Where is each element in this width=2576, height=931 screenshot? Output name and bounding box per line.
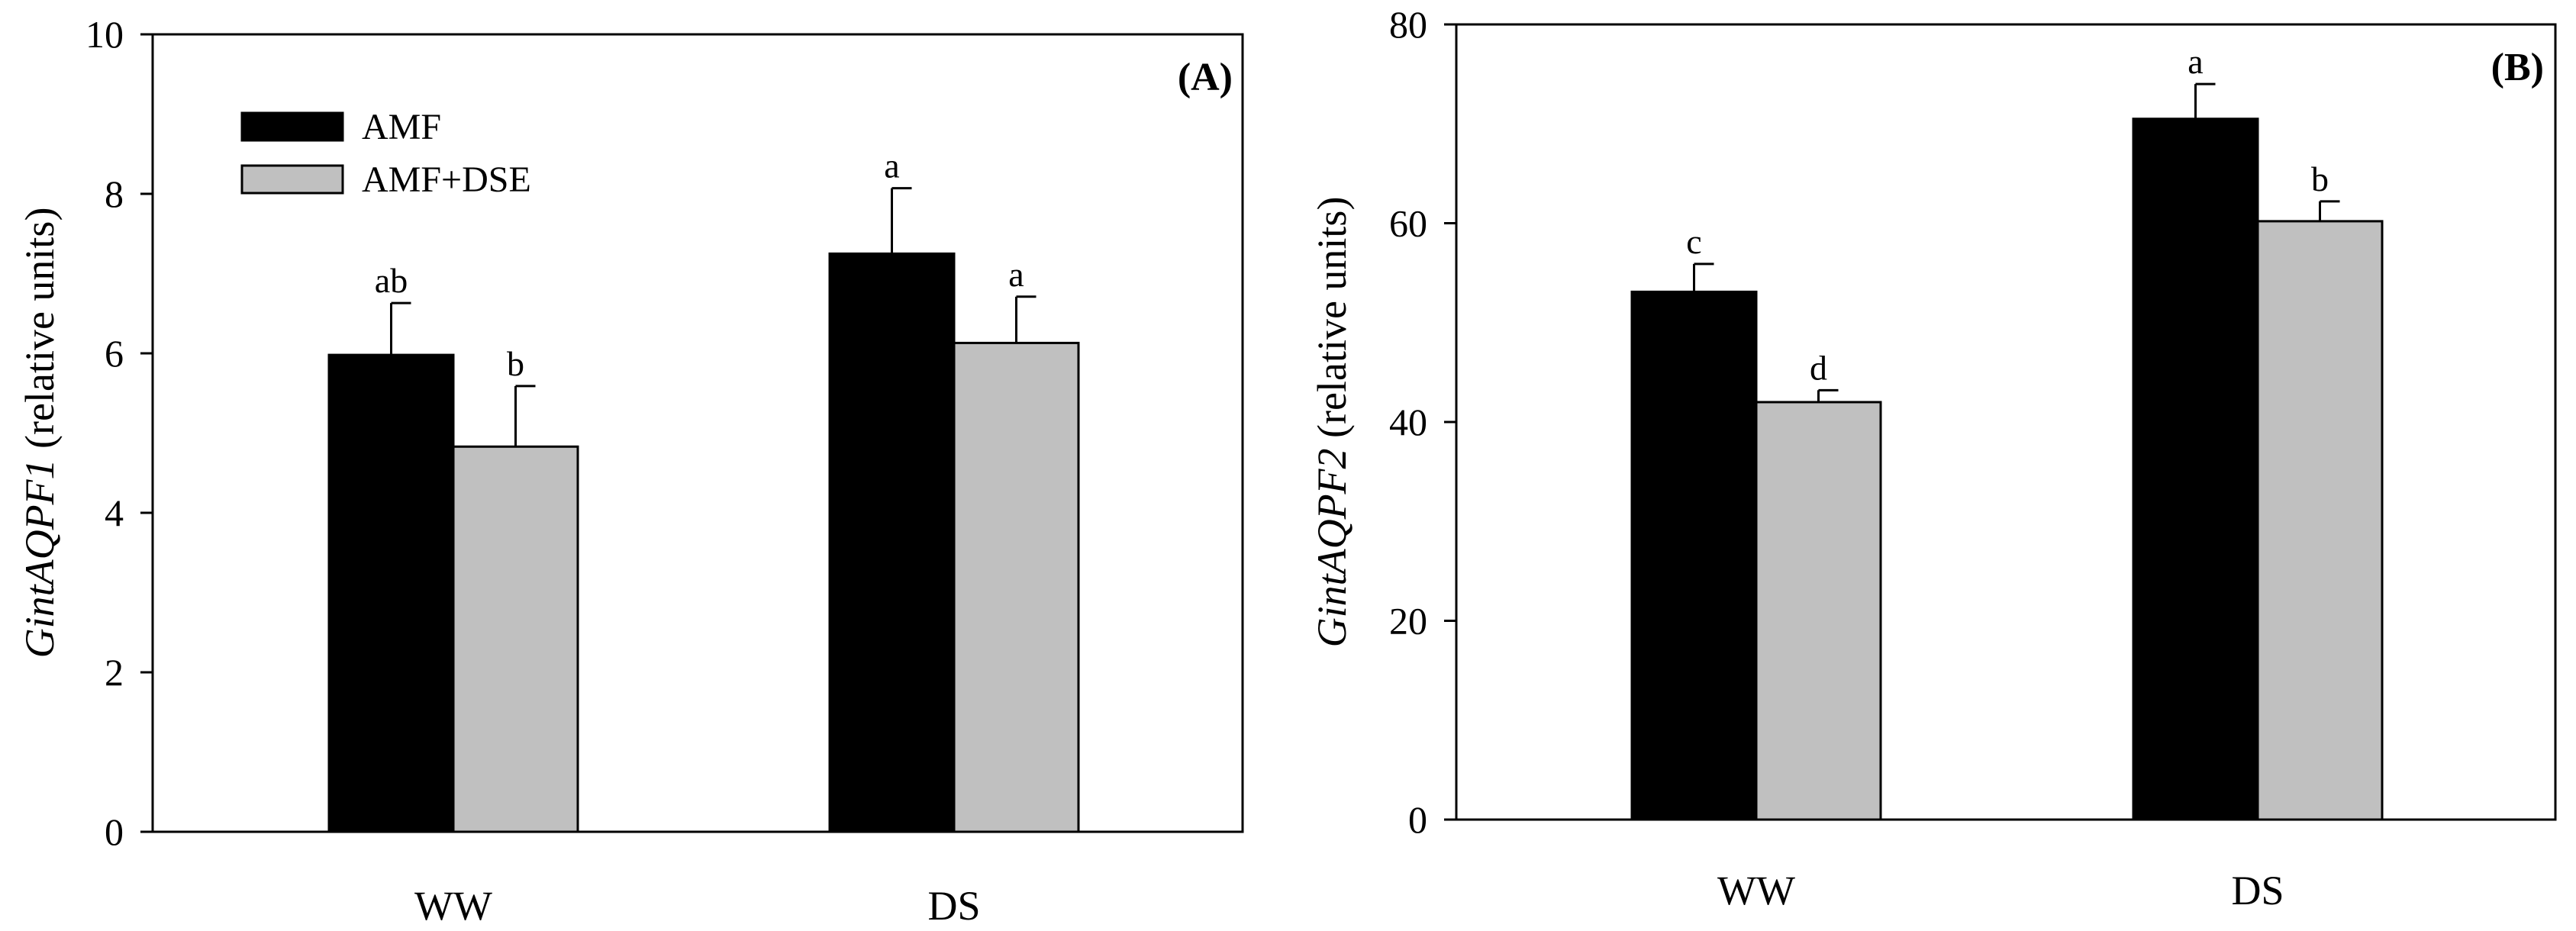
y-axis-title: GintAQPF1 (relative units) [17,208,63,659]
y-tick-label: 4 [105,491,124,534]
significance-letter: ab [375,261,408,300]
x-category-label: WW [414,883,492,929]
significance-letter: a [884,147,899,185]
y-tick-label: 40 [1389,401,1427,443]
x-category-label: WW [1717,868,1795,913]
bar-amf-ds [828,252,956,833]
bar-amf-dse-ww [452,445,579,833]
panel-b: 0 20 40 60 80 c d a b WW DS (B) GintAQPF2 (relat… [1309,3,2557,913]
bar-amf-ds [2132,118,2259,821]
y-axis-units: (relative units) [17,208,63,459]
bar-amf-ww [327,353,455,833]
legend-swatch-amf [240,111,344,142]
bar-amf-dse-ds [953,341,1080,833]
legend-label-amf: AMF [362,107,441,147]
x-category-label: DS [2231,868,2284,913]
y-axis-gene: GintAQPF1 [17,459,63,658]
x-axis-labels: WW DS [414,883,980,929]
y-axis-ticks: 0 2 4 6 8 10 [85,13,153,853]
significance-letter: b [2311,159,2329,198]
panel-a: 0 2 4 6 8 10 ab b a a WW DS (A) GintAQPF1 (relati… [17,13,1244,929]
y-axis-ticks: 0 20 40 60 80 [1389,3,1456,841]
y-tick-label: 80 [1389,3,1427,46]
x-category-label: DS [927,883,980,929]
y-tick-label: 20 [1389,600,1427,643]
significance-letter: d [1810,348,1827,387]
panel-label: (B) [2491,46,2544,89]
significance-letter: a [2188,42,2203,81]
significance-letter: a [1008,255,1024,294]
y-tick-label: 10 [85,13,124,56]
y-axis-units: (relative units) [1309,197,1355,449]
legend-swatch-amf-dse [240,164,344,195]
bars: c d a b [1630,42,2384,821]
significance-letter: b [507,344,524,383]
bars: ab b a a [327,147,1080,833]
legend: AMF AMF+DSE [240,107,531,200]
bar-amf-dse-ds [2256,220,2384,821]
bar-amf-ww [1630,290,1758,821]
y-tick-label: 0 [1408,798,1427,841]
panel-label: (A) [1178,56,1233,99]
y-tick-label: 8 [105,172,124,215]
y-tick-label: 6 [105,332,124,375]
legend-label-amf-dse: AMF+DSE [362,159,531,200]
x-axis-labels: WW DS [1717,868,2284,913]
plot-frame [1455,23,2557,821]
y-tick-label: 0 [105,810,124,853]
plot-frame [151,33,1244,833]
significance-letter: c [1686,222,1701,261]
y-axis-gene: GintAQPF2 [1309,448,1355,647]
bar-amf-dse-ww [1755,401,1882,821]
y-axis-title: GintAQPF2 (relative units) [1309,197,1355,648]
y-tick-label: 60 [1389,202,1427,245]
y-tick-label: 2 [105,651,124,694]
